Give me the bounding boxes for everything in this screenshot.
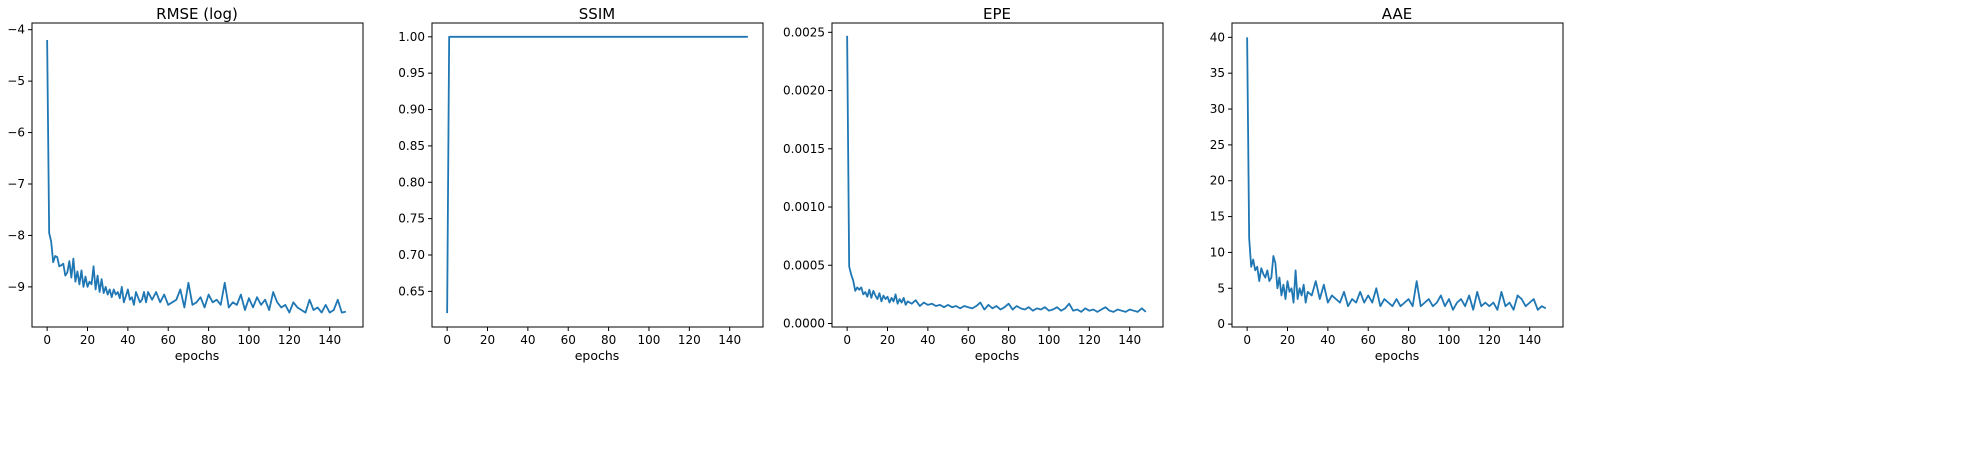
y-tick-label: 0.0010 bbox=[783, 200, 825, 214]
y-tick-label: 5 bbox=[1217, 281, 1225, 295]
y-tick-label: 0.75 bbox=[398, 212, 425, 226]
y-tick-label: 15 bbox=[1210, 210, 1225, 224]
x-tick-label: 140 bbox=[718, 333, 741, 347]
axes-frame bbox=[431, 22, 764, 328]
series-line bbox=[846, 35, 1147, 313]
x-tick-label: 100 bbox=[1438, 333, 1461, 347]
x-tick-label: 40 bbox=[120, 333, 135, 347]
panel-title: RMSE (log) bbox=[156, 5, 238, 23]
x-tick-label: 80 bbox=[201, 333, 216, 347]
x-tick-label: 0 bbox=[443, 333, 451, 347]
y-tick-label: 0.95 bbox=[398, 66, 425, 80]
x-tick-label: 60 bbox=[961, 333, 976, 347]
series-line bbox=[1246, 37, 1547, 311]
plot-area: 0 20 40 60 80 100 120 140 0.65 0.70 0.75 0.80 0.85 0.… bbox=[398, 22, 764, 347]
y-tick-label: −9 bbox=[7, 280, 25, 294]
y-tick-label: −5 bbox=[7, 74, 25, 88]
y-tick-label: −6 bbox=[7, 126, 25, 140]
y-tick-label: 10 bbox=[1210, 245, 1225, 259]
x-tick-label: 40 bbox=[920, 333, 935, 347]
panel-title: SSIM bbox=[579, 5, 615, 23]
y-tick-label: 0.90 bbox=[398, 103, 425, 117]
x-tick-label: 100 bbox=[638, 333, 661, 347]
y-tick-label: 30 bbox=[1210, 102, 1225, 116]
plot-area: 0 20 40 60 80 100 120 140 0 5 10 15 20 25 30 35 40 bbox=[1210, 22, 1564, 347]
x-axis-label: epochs bbox=[975, 348, 1020, 363]
x-axis-label: epochs bbox=[175, 348, 220, 363]
y-tick-label: 20 bbox=[1210, 174, 1225, 188]
x-tick-label: 120 bbox=[1078, 333, 1101, 347]
x-tick-label: 20 bbox=[480, 333, 495, 347]
x-tick-label: 40 bbox=[520, 333, 535, 347]
x-tick-label: 60 bbox=[1361, 333, 1376, 347]
series-line bbox=[446, 35, 748, 314]
y-tick-label: 35 bbox=[1210, 66, 1225, 80]
y-tick-label: 40 bbox=[1210, 30, 1225, 44]
y-tick-label: 0.85 bbox=[398, 139, 425, 153]
x-tick-label: 60 bbox=[161, 333, 176, 347]
x-tick-label: 60 bbox=[561, 333, 576, 347]
y-tick-label: 0.80 bbox=[398, 175, 425, 189]
x-tick-label: 120 bbox=[678, 333, 701, 347]
y-tick-label: 0.0000 bbox=[783, 317, 825, 331]
series-line bbox=[46, 39, 347, 314]
x-tick-label: 80 bbox=[1401, 333, 1416, 347]
x-tick-label: 0 bbox=[843, 333, 851, 347]
x-tick-label: 120 bbox=[278, 333, 301, 347]
panel-ssim: SSIM 0 20 40 60 80 100 120 1400.650.700.750.800… bbox=[398, 5, 764, 363]
panel-title: AAE bbox=[1382, 5, 1412, 23]
y-tick-label: −8 bbox=[7, 228, 25, 242]
y-tick-label: 0.65 bbox=[398, 284, 425, 298]
y-tick-label: 1.00 bbox=[398, 30, 425, 44]
panel-epe: EPE 0 20 40 60 80 100 120 140 0.0000 0.0005 0.0010… bbox=[783, 5, 1164, 363]
y-tick-label: 0.0025 bbox=[783, 25, 825, 39]
x-axis-label: epochs bbox=[575, 348, 620, 363]
y-tick-label: −7 bbox=[7, 177, 25, 191]
y-tick-label: 0.0005 bbox=[783, 258, 825, 272]
axes-frame bbox=[831, 22, 1164, 328]
x-axis-label: epochs bbox=[1375, 348, 1420, 363]
axes-frame bbox=[1231, 22, 1564, 328]
plot-area: 0 20 40 60 80 100 120 140 0.0000 0.0005 0.0010 0.00… bbox=[783, 22, 1164, 347]
y-tick-label: 0.0020 bbox=[783, 84, 825, 98]
x-tick-label: 20 bbox=[80, 333, 95, 347]
y-tick-label: 0.70 bbox=[398, 248, 425, 262]
x-tick-label: 80 bbox=[601, 333, 616, 347]
panel-title: EPE bbox=[983, 5, 1011, 23]
x-tick-label: 80 bbox=[1001, 333, 1016, 347]
y-tick-label: 0.0015 bbox=[783, 142, 825, 156]
x-tick-label: 120 bbox=[1478, 333, 1501, 347]
x-tick-label: 20 bbox=[880, 333, 895, 347]
y-tick-label: −4 bbox=[7, 23, 25, 37]
panel-aae: AAE 0 20 40 60 80 100 120 140 0 5 10 15 20 25 30 35 40 e… bbox=[1210, 5, 1564, 363]
x-tick-label: 140 bbox=[1518, 333, 1541, 347]
x-tick-label: 0 bbox=[1243, 333, 1251, 347]
panel-rmse-log: RMSE (log) 0 20 40 60 80 100 120 140 −9 −8 −7 −6 −5 −… bbox=[7, 5, 364, 363]
x-tick-label: 40 bbox=[1320, 333, 1335, 347]
x-tick-label: 140 bbox=[318, 333, 341, 347]
y-tick-label: 25 bbox=[1210, 138, 1225, 152]
x-tick-label: 100 bbox=[238, 333, 261, 347]
x-tick-label: 140 bbox=[1118, 333, 1141, 347]
axes-frame bbox=[31, 22, 364, 328]
x-tick-label: 100 bbox=[1038, 333, 1061, 347]
y-tick-label: 0 bbox=[1217, 317, 1225, 331]
x-tick-label: 20 bbox=[1280, 333, 1295, 347]
plot-area: 0 20 40 60 80 100 120 140 −9 −8 −7 −6 −5 −4 bbox=[7, 22, 364, 347]
x-tick-label: 0 bbox=[43, 333, 51, 347]
